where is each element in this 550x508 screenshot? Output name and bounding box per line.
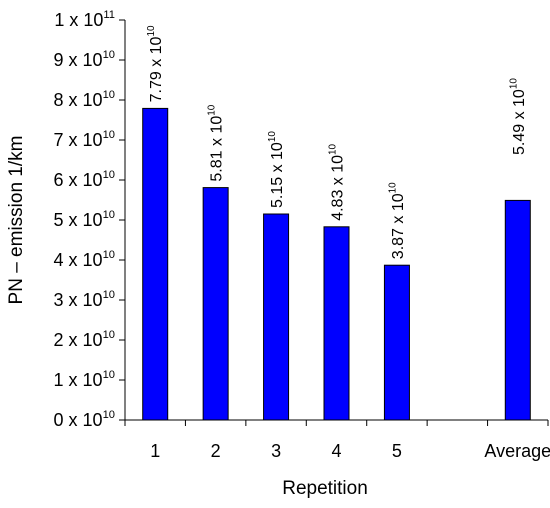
data-label-base: x 10	[330, 155, 347, 185]
data-label: 4.83 x 1010	[327, 143, 346, 220]
x-tick-label: 1	[150, 441, 160, 461]
y-tick-label-base: x 10	[69, 130, 103, 150]
data-label-exponent: 10	[509, 78, 520, 90]
x-axis-ticks: 1 2 3 4 5 Average	[124, 420, 550, 461]
axes	[124, 20, 548, 421]
y-tick-label-exponent: 10	[103, 289, 115, 301]
y-tick-label-mantissa: 4	[54, 250, 64, 270]
y-tick-label-base: x 10	[69, 290, 103, 310]
y-tick-label-base: x 10	[69, 90, 103, 110]
y-tick-label-mantissa: 2	[54, 330, 64, 350]
x-tick-label: Average	[484, 441, 550, 461]
y-tick-label-base: x 10	[69, 170, 103, 190]
y-tick-label-exponent: 10	[103, 409, 115, 421]
y-tick-label: 1 x 1011	[54, 9, 115, 30]
y-tick-label-base: x 10	[69, 10, 103, 30]
y-tick-label: 6 x 1010	[54, 169, 115, 190]
data-label-exponent: 10	[206, 104, 217, 116]
data-label-mantissa: 5.15	[269, 177, 286, 208]
data-label-mantissa: 7.79	[148, 71, 165, 102]
bar	[383, 264, 410, 421]
y-tick-label: 8 x 1010	[54, 89, 115, 110]
y-tick-label: 9 x 1010	[54, 49, 115, 70]
y-tick-label: 5 x 1010	[54, 209, 115, 230]
y-tick-label-mantissa: 5	[54, 210, 64, 230]
y-tick-label-exponent: 10	[103, 209, 115, 221]
y-tick-label-base: x 10	[69, 330, 103, 350]
bars	[142, 107, 531, 421]
data-label-group: 5.15 x 1010	[267, 131, 286, 208]
bar	[323, 226, 350, 421]
y-tick-label: 2 x 1010	[54, 329, 115, 350]
x-tick-label: 5	[392, 441, 402, 461]
data-label-group: 5.49 x 1010	[509, 78, 528, 155]
data-label-base: x 10	[269, 142, 286, 172]
data-label: 5.49 x 1010	[509, 78, 528, 155]
data-label-base: x 10	[511, 89, 528, 119]
data-label: 7.79 x 1010	[146, 25, 165, 102]
data-label-mantissa: 5.49	[511, 124, 528, 155]
y-tick-label-base: x 10	[69, 50, 103, 70]
y-tick-label: 7 x 1010	[54, 129, 115, 150]
y-tick-label: 3 x 1010	[54, 289, 115, 310]
data-label-group: 4.83 x 1010	[327, 143, 346, 220]
x-tick-label: 2	[211, 441, 221, 461]
y-tick-label-mantissa: 1	[54, 370, 64, 390]
y-tick-label-exponent: 10	[103, 249, 115, 261]
bar	[504, 199, 531, 421]
y-tick-label-base: x 10	[69, 210, 103, 230]
data-label-exponent: 10	[327, 143, 338, 155]
y-tick-label-exponent: 10	[103, 129, 115, 141]
y-tick-label: 4 x 1010	[54, 249, 115, 270]
data-label: 3.87 x 1010	[388, 182, 407, 259]
data-label-mantissa: 3.87	[390, 228, 407, 259]
y-tick-label-exponent: 11	[103, 9, 115, 21]
data-label-base: x 10	[148, 36, 165, 66]
data-label-exponent: 10	[388, 182, 399, 194]
y-tick-label-mantissa: 9	[54, 50, 64, 70]
data-label-group: 7.79 x 1010	[146, 25, 165, 102]
x-tick-label: 4	[331, 441, 341, 461]
x-tick-label: 3	[271, 441, 281, 461]
data-label-mantissa: 5.81	[209, 150, 226, 181]
y-tick-label: 1 x 1010	[54, 369, 115, 390]
y-tick-label-exponent: 10	[103, 169, 115, 181]
data-label-mantissa: 4.83	[330, 190, 347, 221]
y-tick-label-exponent: 10	[103, 89, 115, 101]
bar	[263, 213, 290, 421]
y-tick-label-exponent: 10	[103, 369, 115, 381]
data-label-group: 3.87 x 1010	[388, 182, 407, 259]
y-tick-label-mantissa: 3	[54, 290, 64, 310]
data-label-base: x 10	[390, 193, 407, 223]
y-tick-label-mantissa: 8	[54, 90, 64, 110]
data-label-base: x 10	[209, 116, 226, 146]
data-label-group: 5.81 x 1010	[206, 104, 225, 181]
y-tick-label-mantissa: 7	[54, 130, 64, 150]
data-label-exponent: 10	[267, 131, 278, 143]
y-tick-label-exponent: 10	[103, 49, 115, 61]
y-tick-label-base: x 10	[69, 370, 103, 390]
bar	[202, 187, 229, 421]
bar	[142, 107, 169, 421]
y-tick-label: 0 x 1010	[54, 409, 115, 430]
y-axis-title: PN – emission 1/km	[6, 136, 27, 305]
y-tick-label-base: x 10	[69, 250, 103, 270]
y-tick-label-mantissa: 6	[54, 170, 64, 190]
data-label: 5.15 x 1010	[267, 131, 286, 208]
x-axis-title: Repetition	[282, 478, 368, 499]
data-label-exponent: 10	[146, 25, 157, 37]
y-tick-label-base: x 10	[69, 410, 103, 430]
y-tick-label-exponent: 10	[103, 329, 115, 341]
y-tick-label-mantissa: 0	[54, 410, 64, 430]
data-label: 5.81 x 1010	[206, 104, 225, 181]
y-tick-label-mantissa: 1	[54, 10, 64, 30]
